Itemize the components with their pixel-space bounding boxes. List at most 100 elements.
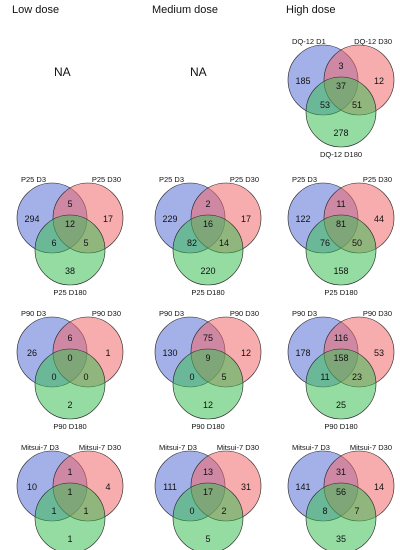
- venn-count-b: 4: [105, 482, 110, 492]
- column-title-medium-dose: Medium dose: [152, 4, 219, 16]
- venn-set-label: P90 D180: [53, 422, 86, 431]
- venn-circle-set3: [172, 482, 244, 550]
- venn-count-b: 17: [241, 214, 251, 224]
- venn-set-label: Mitsui-7 D3: [292, 443, 330, 452]
- venn-count-abc: 12: [65, 219, 75, 229]
- venn-count-a: 26: [27, 348, 37, 358]
- venn-count-a: 10: [27, 482, 37, 492]
- venn-panel: P25 D3 P25 D30 P25 D180 122 11 44 81 76 50 158: [287, 175, 395, 297]
- venn-count-ab: 116: [334, 333, 348, 343]
- venn-circle-set3: [305, 348, 377, 420]
- venn-set-label: Mitsui-7 D3: [21, 443, 59, 452]
- venn-count-ab: 31: [336, 467, 346, 477]
- column-title-low-dose: Low dose: [12, 4, 60, 16]
- venn-count-abc: 56: [336, 487, 346, 497]
- venn-circle-set3: [172, 214, 244, 286]
- venn-count-ab: 11: [336, 199, 345, 209]
- venn-count-c: 158: [333, 266, 348, 276]
- venn-count-ac: 0: [51, 372, 56, 382]
- venn-set-label: Mitsui-7 D30: [350, 443, 392, 452]
- venn-set-label: Mitsui-7 D30: [79, 443, 121, 452]
- venn-count-abc: 17: [203, 487, 213, 497]
- venn-count-abc: 158: [333, 353, 348, 363]
- venn-count-bc: 0: [83, 372, 88, 382]
- venn-count-ac: 82: [187, 238, 197, 248]
- venn-count-ac: 6: [51, 238, 56, 248]
- venn-count-abc: 1: [67, 487, 72, 497]
- venn-count-c: 278: [333, 128, 348, 138]
- venn-count-c: 1: [67, 534, 72, 544]
- venn-panel: DQ-12 D1 DQ-12 D30 DQ-12 D180 185 3 12 37 53 51 2…: [287, 37, 395, 159]
- venn-set-label: P25 D180: [53, 288, 86, 297]
- venn-count-ab: 2: [205, 199, 210, 209]
- venn-count-b: 12: [374, 76, 384, 86]
- column-title-high-dose: High dose: [286, 4, 336, 16]
- venn-count-b: 31: [241, 482, 251, 492]
- na-label-low-dose: NA: [54, 65, 71, 79]
- venn-count-bc: 2: [221, 506, 226, 516]
- venn-set-label: P25 D3: [21, 175, 46, 184]
- venn-count-b: 12: [241, 348, 251, 358]
- venn-count-bc: 5: [83, 238, 88, 248]
- venn-count-abc: 37: [336, 81, 346, 91]
- venn-count-b: 14: [374, 482, 384, 492]
- venn-count-abc: 9: [205, 353, 210, 363]
- venn-panel: P90 D3 P90 D30 P90 D180 130 75 12 9 0 5 12: [154, 309, 262, 431]
- venn-set-label: P90 D30: [363, 309, 392, 318]
- venn-count-ac: 11: [320, 372, 329, 382]
- venn-set-label: P90 D180: [324, 422, 357, 431]
- venn-set-label: P90 D3: [159, 309, 184, 318]
- venn-circle-set3: [34, 348, 106, 420]
- venn-count-a: 130: [162, 348, 177, 358]
- venn-count-bc: 23: [352, 372, 362, 382]
- venn-set-label: DQ-12 D30: [354, 37, 392, 46]
- venn-circle-set3: [305, 482, 377, 550]
- venn-set-label: P25 D30: [363, 175, 392, 184]
- venn-set-label: P25 D180: [191, 288, 224, 297]
- venn-circle-set3: [172, 348, 244, 420]
- venn-count-b: 17: [103, 214, 113, 224]
- venn-count-bc: 14: [219, 238, 229, 248]
- venn-count-ac: 8: [322, 506, 327, 516]
- venn-count-bc: 1: [83, 506, 88, 516]
- venn-count-a: 122: [295, 214, 310, 224]
- venn-set-label: Mitsui-7 D3: [159, 443, 197, 452]
- venn-panel: P25 D3 P25 D30 P25 D180 294 5 17 12 6 5 38: [16, 175, 124, 297]
- venn-count-ab: 6: [67, 333, 72, 343]
- venn-set-label: P25 D3: [159, 175, 184, 184]
- venn-count-c: 35: [336, 534, 346, 544]
- venn-count-c: 12: [203, 400, 213, 410]
- venn-count-abc: 16: [203, 219, 213, 229]
- venn-count-ab: 75: [203, 333, 213, 343]
- venn-count-c: 38: [65, 266, 75, 276]
- venn-set-label: DQ-12 D180: [320, 150, 362, 159]
- venn-count-ab: 5: [67, 199, 72, 209]
- venn-count-b: 1: [105, 348, 110, 358]
- venn-count-ab: 3: [338, 61, 343, 71]
- venn-count-bc: 51: [352, 100, 362, 110]
- venn-count-abc: 81: [336, 219, 346, 229]
- venn-circle-set3: [34, 214, 106, 286]
- na-label-medium-dose: NA: [190, 65, 207, 79]
- venn-count-c: 220: [200, 266, 215, 276]
- venn-count-ac: 1: [51, 506, 56, 516]
- venn-set-label: DQ-12 D1: [292, 37, 326, 46]
- venn-count-abc: 0: [67, 353, 72, 363]
- venn-set-label: P25 D30: [92, 175, 121, 184]
- venn-set-label: P90 D30: [92, 309, 121, 318]
- venn-set-label: P25 D3: [292, 175, 317, 184]
- venn-count-bc: 50: [352, 238, 362, 248]
- venn-set-label: P90 D180: [191, 422, 224, 431]
- venn-count-a: 294: [24, 214, 39, 224]
- venn-set-label: P90 D30: [230, 309, 259, 318]
- venn-count-c: 5: [205, 534, 210, 544]
- venn-count-a: 178: [295, 348, 310, 358]
- venn-set-label: P25 D30: [230, 175, 259, 184]
- venn-set-label: P90 D3: [21, 309, 46, 318]
- venn-count-a: 185: [295, 76, 310, 86]
- venn-panel: P90 D3 P90 D30 P90 D180 178 116 53 158 11 23 25: [287, 309, 395, 431]
